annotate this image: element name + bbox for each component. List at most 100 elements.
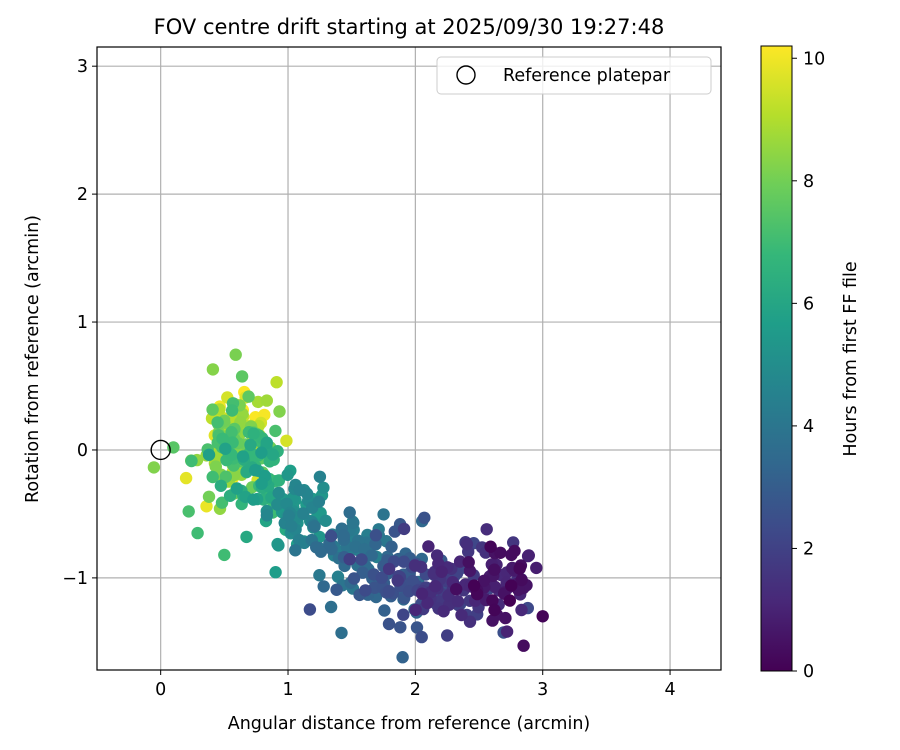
data-point <box>314 545 328 558</box>
data-point <box>191 526 204 540</box>
data-point <box>202 490 216 503</box>
data-point <box>463 615 477 628</box>
data-point <box>269 424 282 438</box>
data-point <box>260 509 274 522</box>
y-tick-label: 0 <box>77 441 88 461</box>
y-tick-label: 2 <box>77 185 88 205</box>
data-point <box>269 566 282 579</box>
data-point <box>225 426 238 439</box>
data-point <box>313 569 326 582</box>
x-axis: 0 1 2 3 4 <box>155 670 676 700</box>
data-point <box>397 555 411 568</box>
reference-platepar-marker <box>150 439 171 461</box>
data-point <box>324 529 338 543</box>
data-point <box>536 610 549 623</box>
y-axis-label: Rotation from reference (arcmin) <box>23 215 43 503</box>
data-point <box>486 594 499 607</box>
x-axis-label: Angular distance from reference (arcmin) <box>228 714 591 734</box>
data-point <box>515 573 528 587</box>
data-point <box>410 621 424 634</box>
data-point <box>260 394 273 407</box>
data-point <box>282 509 295 522</box>
data-point <box>215 496 229 509</box>
data-point <box>513 562 526 575</box>
data-point <box>409 603 422 617</box>
data-point <box>488 603 501 617</box>
data-point <box>355 553 368 566</box>
data-point <box>308 520 321 533</box>
data-point <box>229 348 242 361</box>
data-point <box>455 608 468 622</box>
data-point <box>297 507 310 520</box>
data-point <box>421 596 434 610</box>
colorbar-tick-label: 4 <box>803 417 814 437</box>
data-point <box>517 639 530 652</box>
data-point <box>219 470 232 483</box>
data-point <box>437 605 450 618</box>
data-point <box>281 468 294 481</box>
data-point <box>377 508 390 521</box>
data-point <box>317 580 330 593</box>
data-point <box>272 539 285 552</box>
data-point <box>235 370 249 383</box>
data-point <box>343 553 356 566</box>
data-point <box>280 434 293 447</box>
data-point <box>415 587 429 600</box>
data-point <box>200 500 213 513</box>
data-point <box>240 530 253 544</box>
data-point <box>382 562 396 576</box>
data-point <box>247 427 260 440</box>
data-point <box>255 477 268 490</box>
data-point <box>480 523 493 536</box>
data-point <box>337 529 350 542</box>
data-point <box>214 479 228 492</box>
data-point <box>467 579 481 592</box>
x-tick-label: 3 <box>537 680 548 700</box>
data-point <box>347 516 360 529</box>
data-point <box>500 625 514 638</box>
data-point <box>255 446 268 459</box>
data-point <box>375 571 388 584</box>
data-point <box>247 493 260 506</box>
data-point <box>206 403 219 416</box>
data-point <box>179 471 193 485</box>
colorbar-gradient <box>761 46 792 671</box>
data-point <box>335 626 348 640</box>
data-point <box>324 600 338 614</box>
y-tick-label: 1 <box>77 313 88 333</box>
data-point <box>408 559 422 572</box>
data-point <box>347 572 361 585</box>
data-point <box>249 464 262 477</box>
data-point <box>271 498 284 511</box>
data-point <box>505 579 518 592</box>
data-point <box>185 454 198 468</box>
data-point <box>369 529 383 542</box>
data-point <box>317 481 330 494</box>
data-point <box>312 495 326 508</box>
legend-reference-marker <box>456 65 476 85</box>
data-point <box>508 544 521 558</box>
colorbar-tick-label: 2 <box>803 539 814 559</box>
data-point <box>202 448 216 461</box>
data-point <box>242 390 255 403</box>
data-point <box>388 525 401 538</box>
chart-title: FOV centre drift starting at 2025/09/30 … <box>154 15 665 39</box>
data-point <box>391 574 404 587</box>
data-point <box>244 438 257 452</box>
legend-box <box>436 56 712 95</box>
colorbar-tick-label: 0 <box>803 662 814 682</box>
data-point <box>406 574 420 588</box>
data-point <box>451 595 465 608</box>
data-point <box>211 416 224 429</box>
colorbar-tick-label: 10 <box>803 49 825 69</box>
data-point <box>293 483 306 497</box>
data-point <box>499 611 512 625</box>
data-point <box>515 603 528 617</box>
data-point <box>182 505 195 518</box>
data-point <box>219 442 232 455</box>
data-point <box>260 436 273 449</box>
y-tick-label: −1 <box>62 569 88 589</box>
data-point <box>209 460 222 473</box>
data-point <box>359 584 372 597</box>
